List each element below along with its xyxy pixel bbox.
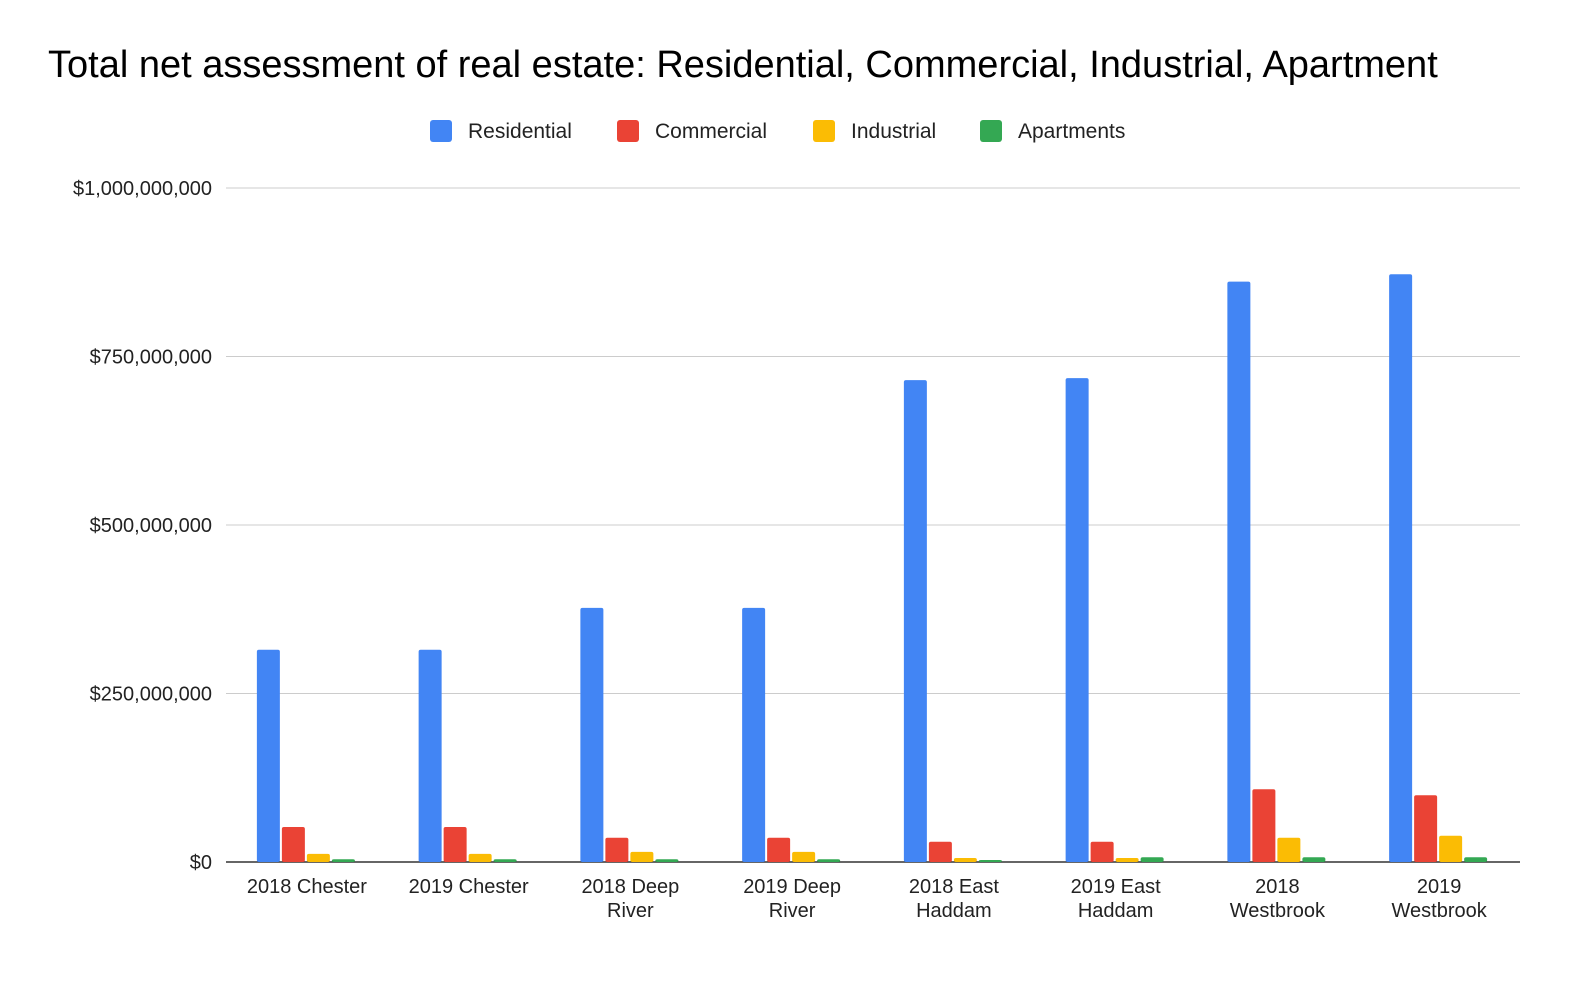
bar-residential [1389, 274, 1413, 863]
x-tick-label: Westbrook [1392, 900, 1488, 922]
legend-swatch [430, 120, 452, 142]
bar-industrial [1439, 835, 1463, 862]
bar-commercial [767, 837, 791, 862]
bar-industrial [1277, 837, 1301, 862]
x-tick-label: 2019 Deep [743, 876, 841, 898]
y-tick-label: $250,000,000 [90, 684, 212, 706]
bar-apartments [978, 859, 1002, 862]
bar-residential [580, 607, 604, 862]
bar-apartments [331, 859, 355, 862]
legend-swatch [813, 120, 835, 142]
bar-commercial [1252, 789, 1276, 862]
x-tick-label: Haddam [916, 900, 992, 922]
x-tick-label: 2018 Deep [581, 876, 679, 898]
legend-label: Commercial [655, 120, 767, 143]
bar-industrial [953, 857, 977, 862]
bar-residential [256, 649, 280, 862]
x-tick-label: 2018 East [909, 876, 1000, 898]
y-tick-label: $750,000,000 [90, 347, 212, 369]
bar-commercial [928, 841, 952, 862]
bar-industrial [306, 853, 330, 862]
bar-apartments [1464, 857, 1488, 862]
legend-swatch [617, 120, 639, 142]
y-tick-label: $1,000,000,000 [73, 178, 212, 200]
bar-commercial [1090, 841, 1114, 862]
bar-residential [418, 649, 442, 862]
bar-industrial [1115, 857, 1139, 862]
bar-residential [1227, 281, 1251, 862]
x-tick-label: River [607, 900, 654, 922]
x-tick-label: 2018 Chester [247, 876, 367, 898]
x-tick-label: 2019 East [1071, 876, 1162, 898]
legend-label: Industrial [851, 120, 936, 143]
x-tick-label: 2018 [1255, 876, 1300, 898]
bar-apartments [817, 859, 841, 862]
legend-label: Apartments [1018, 120, 1125, 143]
x-tick-label: River [769, 900, 816, 922]
bar-commercial [443, 826, 467, 862]
x-tick-label: 2019 [1417, 876, 1462, 898]
bar-apartments [655, 859, 679, 862]
bar-industrial [792, 851, 816, 862]
bar-apartments [1302, 857, 1326, 862]
legend-swatch [980, 120, 1002, 142]
x-tick-label: Westbrook [1230, 900, 1326, 922]
bar-apartments [1140, 857, 1164, 862]
bar-residential [1065, 378, 1089, 862]
bar-industrial [468, 853, 492, 862]
bar-residential [903, 380, 927, 862]
bar-industrial [630, 851, 654, 862]
x-tick-label: Haddam [1078, 900, 1154, 922]
y-tick-label: $500,000,000 [90, 515, 212, 537]
bar-commercial [605, 837, 629, 862]
chart-title: Total net assessment of real estate: Res… [48, 44, 1438, 86]
bar-apartments [493, 859, 517, 862]
bar-residential [742, 607, 766, 862]
y-tick-label: $0 [190, 852, 212, 874]
bar-commercial [1414, 795, 1438, 862]
bar-commercial [281, 826, 305, 862]
legend-label: Residential [468, 120, 572, 143]
x-tick-label: 2019 Chester [409, 876, 529, 898]
